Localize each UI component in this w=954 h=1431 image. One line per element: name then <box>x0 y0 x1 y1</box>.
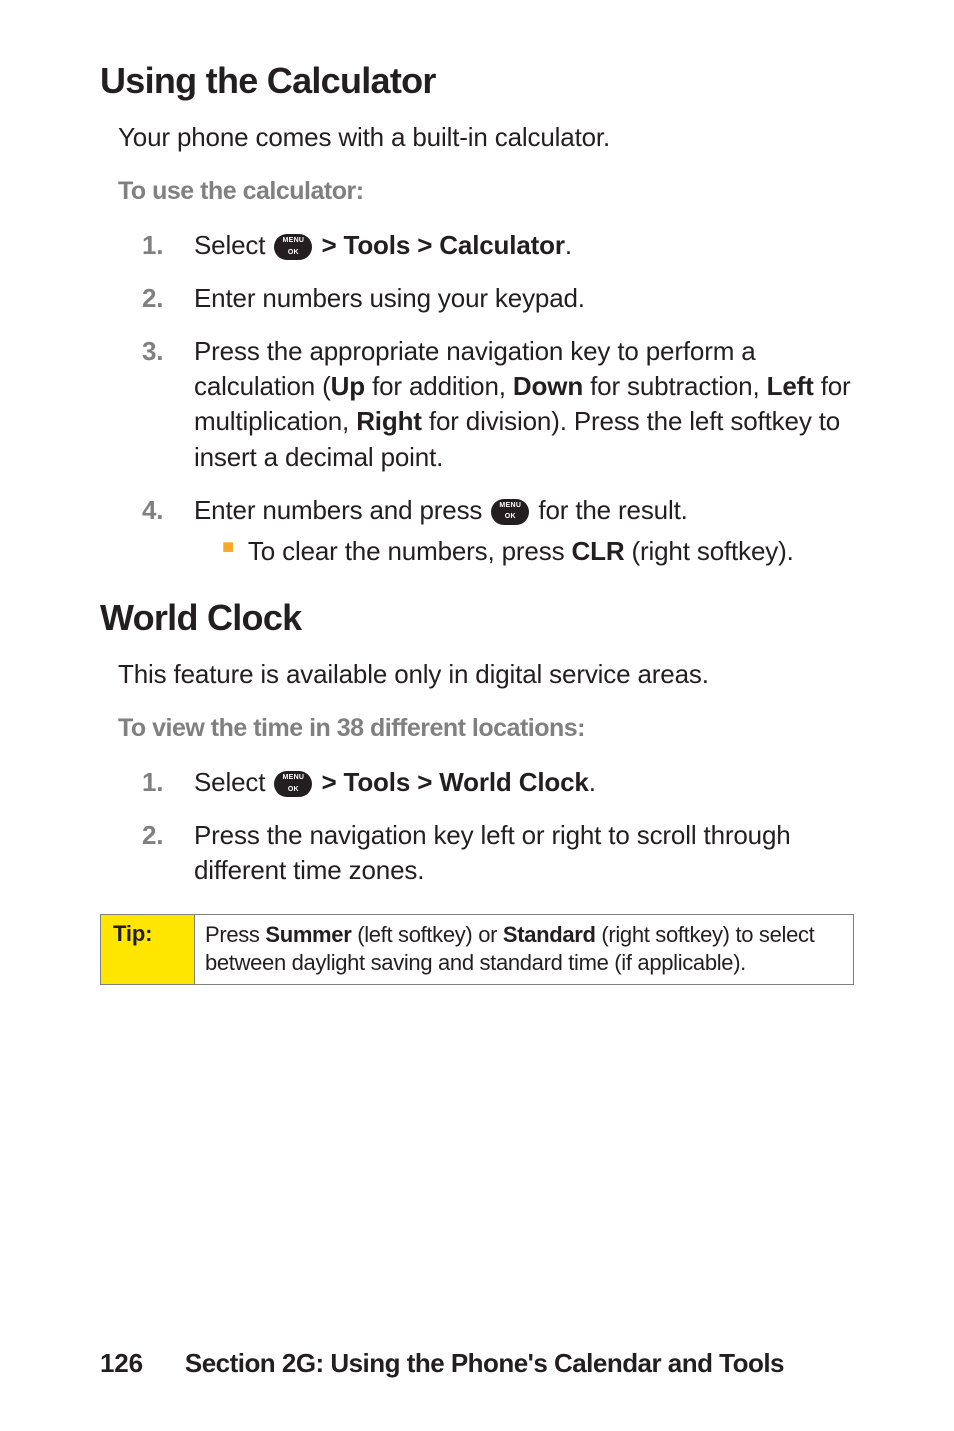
tip-label: Tip: <box>101 915 195 983</box>
calculator-steps: 1. Select > Tools > Calculator. 2. Enter… <box>142 228 854 569</box>
tip-content: Press Summer (left softkey) or Standard … <box>195 915 853 983</box>
list-item: 2. Press the navigation key left or righ… <box>142 818 854 888</box>
tip-callout: Tip: Press Summer (left softkey) or Stan… <box>100 914 854 984</box>
page-footer: 126 Section 2G: Using the Phone's Calend… <box>100 1348 854 1379</box>
step-content: Select > Tools > Calculator. <box>194 228 854 263</box>
bullet-marker-icon: ■ <box>222 534 234 569</box>
bullet-content: To clear the numbers, press CLR (right s… <box>248 534 794 569</box>
step-bold: > Tools > World Clock <box>314 767 588 797</box>
step-content: Press the appropriate navigation key to … <box>194 334 854 474</box>
text-bold: Summer <box>265 922 351 947</box>
step-text: for the result. <box>531 495 687 525</box>
list-item: 1. Select > Tools > Calculator. <box>142 228 854 263</box>
step-number: 2. <box>142 818 194 888</box>
list-item: 1. Select > Tools > World Clock. <box>142 765 854 800</box>
section-heading-calculator: Using the Calculator <box>100 60 854 102</box>
step-bold: > Tools > Calculator <box>314 230 564 260</box>
step-number: 1. <box>142 228 194 263</box>
step-content: Enter numbers and press for the result. … <box>194 493 854 569</box>
step-text: Enter numbers and press <box>194 495 489 525</box>
calculator-subheading: To use the calculator: <box>118 177 854 206</box>
worldclock-steps: 1. Select > Tools > World Clock. 2. Pres… <box>142 765 854 888</box>
step-text: Select <box>194 767 272 797</box>
step-number: 1. <box>142 765 194 800</box>
step-number: 4. <box>142 493 194 569</box>
text-part: for addition, <box>365 371 513 401</box>
text-bold: Left <box>767 371 814 401</box>
menu-ok-icon <box>274 771 312 797</box>
worldclock-subheading: To view the time in 38 different locatio… <box>118 714 854 743</box>
step-number: 3. <box>142 334 194 474</box>
text-part: Press <box>205 922 265 947</box>
worldclock-intro: This feature is available only in digita… <box>118 657 854 692</box>
step-number: 2. <box>142 281 194 316</box>
text-part: for subtraction, <box>583 371 767 401</box>
footer-section-title: Section 2G: Using the Phone's Calendar a… <box>185 1348 784 1379</box>
text-bold: CLR <box>571 536 624 566</box>
sub-bullet: ■ To clear the numbers, press CLR (right… <box>222 534 854 569</box>
menu-ok-icon <box>491 499 529 525</box>
step-text: Select <box>194 230 272 260</box>
list-item: 4. Enter numbers and press for the resul… <box>142 493 854 569</box>
step-end: . <box>565 230 572 260</box>
text-bold: Down <box>513 371 583 401</box>
text-bold: Right <box>356 406 422 436</box>
step-content: Enter numbers using your keypad. <box>194 281 854 316</box>
text-part: (left softkey) or <box>351 922 502 947</box>
section-heading-worldclock: World Clock <box>100 597 854 639</box>
list-item: 3. Press the appropriate navigation key … <box>142 334 854 474</box>
page-number: 126 <box>100 1348 143 1379</box>
step-content: Press the navigation key left or right t… <box>194 818 854 888</box>
step-content: Select > Tools > World Clock. <box>194 765 854 800</box>
step-end: . <box>589 767 596 797</box>
calculator-intro: Your phone comes with a built-in calcula… <box>118 120 854 155</box>
text-bold: Up <box>331 371 365 401</box>
text-part: To clear the numbers, press <box>248 536 572 566</box>
text-part: (right softkey). <box>624 536 793 566</box>
menu-ok-icon <box>274 234 312 260</box>
text-bold: Standard <box>503 922 596 947</box>
list-item: 2. Enter numbers using your keypad. <box>142 281 854 316</box>
